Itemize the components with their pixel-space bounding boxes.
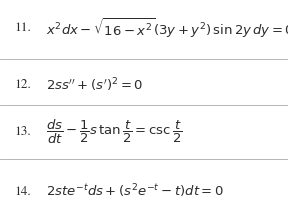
Text: 14.: 14. <box>14 186 31 198</box>
Text: $2ss'' + (s')^2 = 0$: $2ss'' + (s')^2 = 0$ <box>46 76 143 94</box>
Text: 12.: 12. <box>14 79 31 91</box>
Text: 11.: 11. <box>14 22 31 34</box>
Text: $\dfrac{ds}{dt} - \dfrac{1}{2}s\,\tan\dfrac{t}{2} = \csc\dfrac{t}{2}$: $\dfrac{ds}{dt} - \dfrac{1}{2}s\,\tan\df… <box>46 118 183 146</box>
Text: $x^2dx - \sqrt{16 - x^2}(3y + y^2)\,\sin 2y\, dy = 0$: $x^2dx - \sqrt{16 - x^2}(3y + y^2)\,\sin… <box>46 16 288 40</box>
Text: $2ste^{-t}ds + (s^2e^{-t} - t)dt = 0$: $2ste^{-t}ds + (s^2e^{-t} - t)dt = 0$ <box>46 183 224 200</box>
Text: 13.: 13. <box>14 126 31 138</box>
